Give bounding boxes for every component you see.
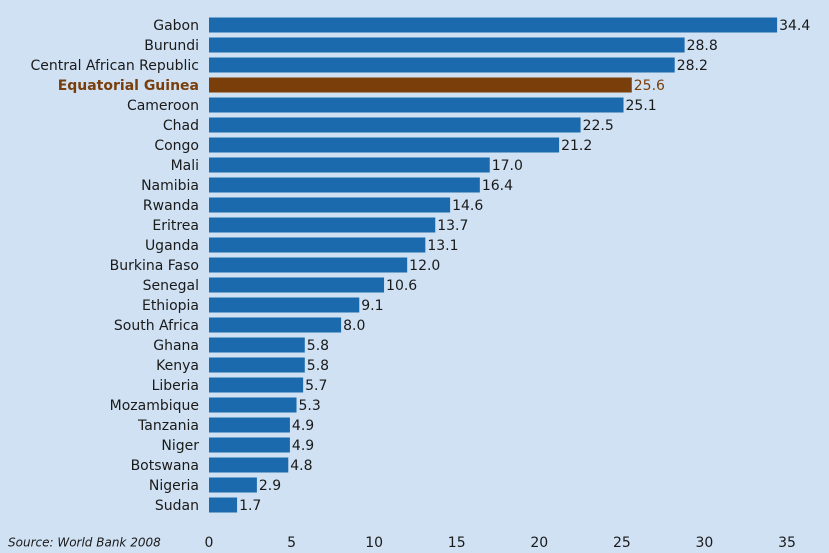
value-label: 4.9 [292, 418, 314, 434]
bar [209, 477, 257, 493]
bar [209, 97, 624, 113]
bar [209, 17, 778, 33]
category-label: Namibia [141, 178, 199, 194]
x-tick-label: 20 [530, 535, 548, 551]
category-label: Tanzania [137, 418, 199, 434]
value-label: 28.2 [677, 58, 708, 74]
category-label: Niger [161, 438, 199, 454]
category-label: Congo [154, 138, 199, 154]
bar [209, 57, 675, 73]
x-tick-label: 0 [205, 535, 214, 551]
bar [209, 357, 305, 373]
category-label: Sudan [155, 498, 199, 514]
bar [209, 77, 632, 93]
value-label: 5.3 [299, 398, 321, 414]
value-label: 28.8 [687, 38, 718, 54]
value-label: 5.8 [307, 358, 329, 374]
source-note: Source: World Bank 2008 [8, 536, 161, 550]
value-label: 14.6 [452, 198, 483, 214]
bar [209, 137, 560, 153]
category-label: Central African Republic [30, 58, 199, 74]
category-label: Ethiopia [142, 298, 199, 314]
bar [209, 37, 685, 53]
value-label: 16.4 [482, 178, 513, 194]
value-label: 12.0 [409, 258, 440, 274]
x-tick-label: 25 [613, 535, 631, 551]
x-tick-label: 35 [778, 535, 796, 551]
category-label: Rwanda [143, 198, 199, 214]
x-tick-label: 30 [696, 535, 714, 551]
bar [209, 297, 360, 313]
category-label: Equatorial Guinea [58, 78, 199, 94]
value-label: 25.6 [634, 78, 665, 94]
category-label: Nigeria [149, 478, 199, 494]
value-label: 21.2 [561, 138, 592, 154]
category-label: Uganda [145, 238, 199, 254]
bar [209, 497, 238, 513]
category-label: Senegal [143, 278, 199, 294]
bar [209, 437, 290, 453]
bar [209, 157, 490, 173]
bar [209, 457, 289, 473]
category-label: Botswana [131, 458, 199, 474]
value-label: 5.7 [305, 378, 327, 394]
category-label: Burundi [144, 38, 199, 54]
bar [209, 197, 451, 213]
value-label: 1.7 [239, 498, 261, 514]
x-tick-label: 5 [287, 535, 296, 551]
value-label: 25.1 [626, 98, 657, 114]
value-label: 2.9 [259, 478, 281, 494]
value-label: 22.5 [583, 118, 614, 134]
category-label: Burkina Faso [110, 258, 199, 274]
category-label: Chad [163, 118, 199, 134]
bar [209, 217, 436, 233]
category-label: Kenya [156, 358, 199, 374]
category-label: South Africa [114, 318, 199, 334]
value-label: 10.6 [386, 278, 417, 294]
category-label: Eritrea [152, 218, 199, 234]
bar [209, 377, 304, 393]
bar [209, 417, 290, 433]
bar [209, 257, 408, 273]
bar [209, 337, 305, 353]
category-label: Mali [171, 158, 199, 174]
category-label: Gabon [153, 18, 199, 34]
value-label: 4.9 [292, 438, 314, 454]
bar [209, 317, 342, 333]
value-label: 13.7 [437, 218, 468, 234]
bar [209, 177, 480, 193]
category-label: Liberia [152, 378, 199, 394]
category-label: Mozambique [110, 398, 199, 414]
value-label: 9.1 [361, 298, 383, 314]
x-tick-label: 10 [365, 535, 383, 551]
x-tick-label: 15 [448, 535, 466, 551]
bar [209, 117, 581, 133]
bar [209, 237, 426, 253]
bar [209, 277, 385, 293]
value-label: 17.0 [492, 158, 523, 174]
value-label: 13.1 [427, 238, 458, 254]
value-label: 4.8 [290, 458, 312, 474]
bar [209, 397, 297, 413]
category-label: Ghana [153, 338, 199, 354]
value-label: 5.8 [307, 338, 329, 354]
category-label: Cameroon [127, 98, 199, 114]
value-label: 34.4 [779, 18, 810, 34]
value-label: 8.0 [343, 318, 365, 334]
